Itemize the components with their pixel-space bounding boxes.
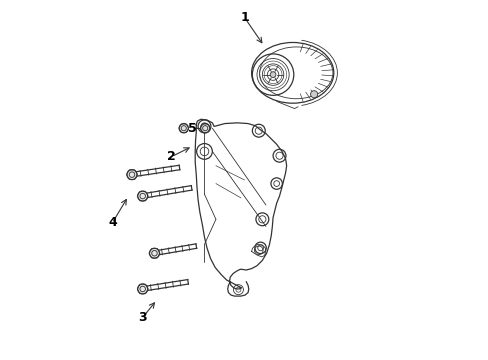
Circle shape <box>127 170 137 180</box>
Text: 1: 1 <box>240 11 248 24</box>
Circle shape <box>138 191 147 201</box>
Text: 3: 3 <box>138 311 147 324</box>
Circle shape <box>310 91 317 98</box>
Text: 4: 4 <box>108 216 117 229</box>
Circle shape <box>179 123 188 133</box>
Text: 2: 2 <box>166 150 175 163</box>
Text: 5: 5 <box>188 122 197 135</box>
Circle shape <box>200 123 209 133</box>
Circle shape <box>138 284 147 294</box>
Circle shape <box>149 248 159 258</box>
Circle shape <box>270 72 275 77</box>
